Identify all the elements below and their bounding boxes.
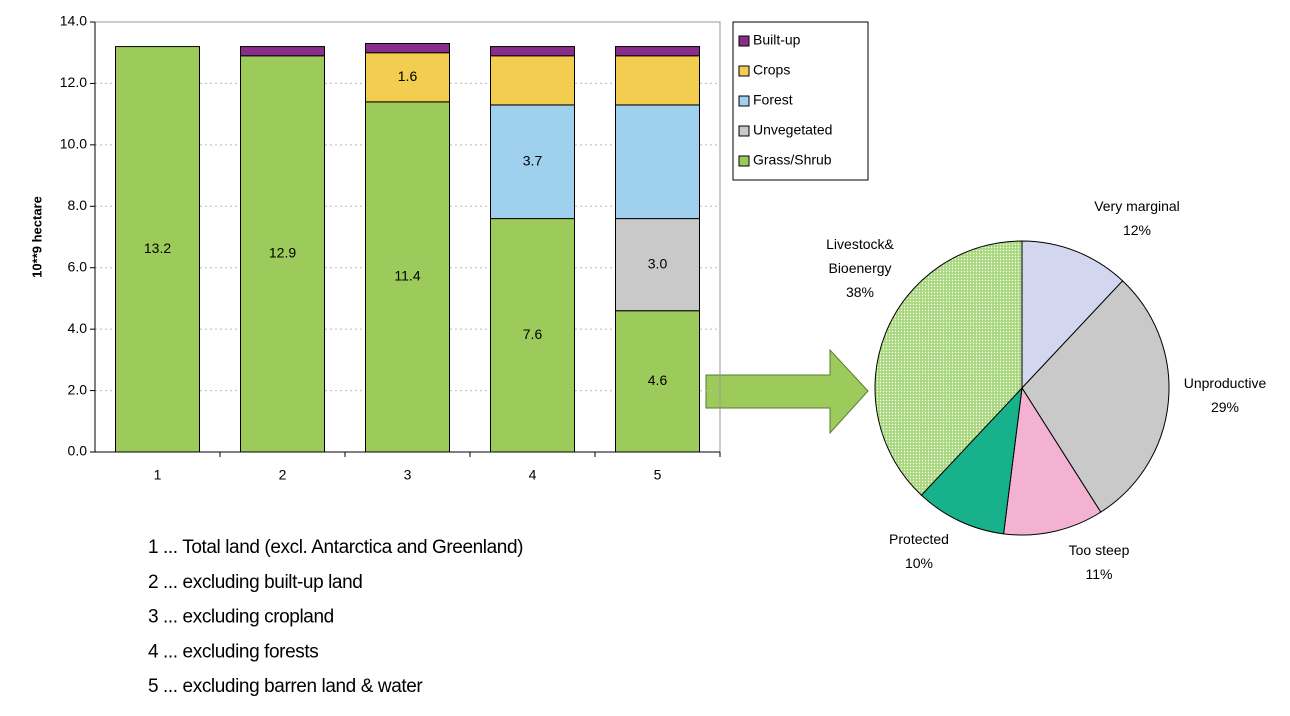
- note: 4 ... excluding forests: [148, 641, 318, 662]
- data-label: 3.0: [648, 255, 668, 271]
- note: 2 ... excluding built-up land: [148, 572, 362, 593]
- pie-slice: [1021, 280, 1170, 513]
- bar-segment: [615, 218, 700, 312]
- bar-segment: [615, 46, 700, 57]
- bar-segment: [240, 46, 325, 57]
- arrow: [705, 348, 869, 435]
- pie-label: Protected 10%: [889, 527, 949, 575]
- x-tick-label: 2: [279, 467, 287, 483]
- legend-swatch: [738, 95, 750, 107]
- data-label: 1.6: [398, 68, 418, 84]
- legend-swatch: [738, 35, 750, 47]
- y-tick-label: 2.0: [68, 381, 88, 397]
- pie-value-label: 38%: [845, 284, 875, 300]
- pie-label: Livestock& Bioenergy 38%: [826, 232, 894, 304]
- x-tick-label: 4: [529, 467, 537, 483]
- pie-label: Unproductive 29%: [1184, 371, 1267, 419]
- pie-slice: [874, 240, 1023, 496]
- pie-slice: [1021, 240, 1124, 390]
- bar-segment: [490, 218, 575, 453]
- data-label: 4.6: [648, 372, 668, 388]
- x-tick-label: 3: [404, 467, 412, 483]
- x-tick-label: 5: [654, 467, 662, 483]
- bar-segment: [365, 43, 450, 54]
- note: 1 ... Total land (excl. Antarctica and G…: [148, 537, 523, 558]
- bar-segment: [615, 104, 700, 220]
- legend-label: Grass/Shrub: [753, 152, 832, 168]
- data-label: 3.7: [523, 152, 543, 168]
- y-tick-label: 4.0: [68, 320, 88, 336]
- pie-value-label: 12%: [1122, 222, 1152, 238]
- legend-swatch: [738, 65, 750, 77]
- y-tick-label: 0.0: [68, 443, 88, 459]
- legend-label: Crops: [753, 62, 790, 78]
- bar-segment: [365, 52, 450, 103]
- data-label: 7.6: [523, 326, 543, 342]
- pie-value-label: 11%: [1085, 566, 1113, 582]
- legend-box: [732, 21, 869, 181]
- bar-segment: [240, 55, 325, 453]
- note: 3 ... excluding cropland: [148, 607, 334, 628]
- bar-segment: [115, 46, 200, 453]
- pie-slice: [920, 386, 1023, 535]
- data-label: 11.4: [394, 268, 420, 284]
- bar-segment: [490, 104, 575, 220]
- legend-swatch: [738, 155, 750, 167]
- legend-label: Built-up: [753, 32, 801, 48]
- pie-label: Very marginal 12%: [1094, 194, 1180, 242]
- pie-slice: [1003, 386, 1102, 536]
- bar-segment: [615, 310, 700, 453]
- y-tick-label: 14.0: [60, 13, 87, 29]
- pie-label: Too steep 11%: [1069, 538, 1130, 586]
- y-axis-label: 10**9 hectare: [29, 196, 44, 278]
- pie-value-label: 10%: [904, 555, 934, 571]
- x-tick-label: 1: [154, 467, 162, 483]
- y-tick-label: 6.0: [68, 258, 88, 274]
- y-tick-label: 12.0: [60, 74, 87, 90]
- bar-segment: [490, 55, 575, 106]
- note: 5 ... excluding barren land & water: [148, 676, 423, 697]
- pie-value-label: 29%: [1210, 399, 1240, 415]
- legend-swatch: [738, 125, 750, 137]
- legend-label: Unvegetated: [753, 122, 832, 138]
- bar-segment: [490, 46, 575, 57]
- y-tick-label: 8.0: [68, 197, 88, 213]
- data-label: 13.2: [144, 240, 171, 256]
- legend-label: Forest: [753, 92, 793, 108]
- y-tick-label: 10.0: [60, 136, 87, 152]
- data-label: 12.9: [269, 245, 296, 261]
- bar-segment: [615, 55, 700, 106]
